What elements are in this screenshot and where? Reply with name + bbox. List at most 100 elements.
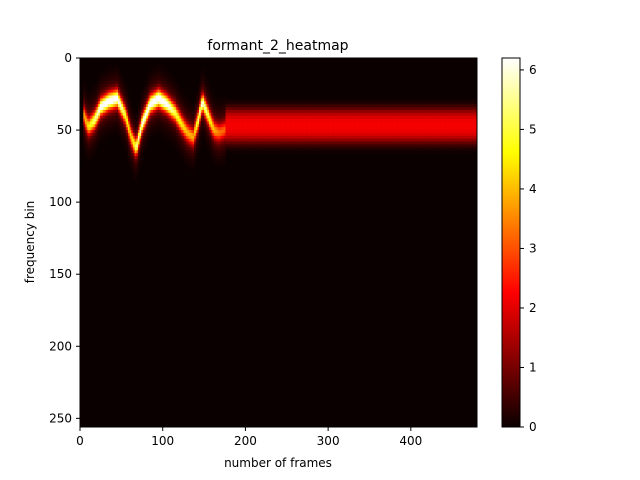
heatmap-cell	[253, 132, 256, 137]
heatmap-cell	[425, 130, 428, 134]
heatmap-cell	[352, 135, 355, 140]
heatmap-cell	[346, 124, 349, 128]
heatmap-cell	[194, 156, 197, 160]
heatmap-cell	[205, 98, 208, 102]
heatmap-cell	[99, 83, 102, 88]
heatmap-cell	[167, 109, 170, 114]
heatmap-cell	[164, 121, 167, 125]
heatmap-cell	[91, 104, 94, 108]
heatmap-cell	[103, 107, 106, 111]
heatmap-cell	[331, 127, 334, 131]
heatmap-cell	[154, 89, 157, 93]
heatmap-cell	[352, 124, 355, 128]
heatmap-cell	[124, 115, 127, 119]
heatmap-cell	[475, 98, 478, 102]
heatmap-cell	[362, 112, 365, 116]
heatmap-cell	[154, 83, 157, 88]
heatmap-cell	[339, 101, 342, 105]
heatmap-cell	[334, 115, 337, 119]
heatmap-cell	[433, 141, 436, 145]
heatmap-cell	[270, 138, 273, 142]
heatmap-cell	[132, 147, 135, 151]
heatmap-cell	[243, 118, 246, 122]
heatmap-cell	[144, 86, 147, 91]
heatmap-cell	[389, 127, 392, 131]
heatmap-cell	[430, 130, 433, 134]
heatmap-cell	[103, 95, 106, 99]
heatmap-cell	[91, 135, 94, 140]
heatmap-cell	[377, 109, 380, 114]
heatmap-cell	[159, 81, 162, 85]
heatmap-cell	[326, 121, 329, 125]
heatmap-cell	[137, 107, 140, 111]
heatmap-cell	[248, 107, 251, 111]
heatmap-cell	[250, 135, 253, 140]
heatmap-cell	[129, 153, 132, 157]
heatmap-cell	[450, 127, 453, 131]
heatmap-cell	[458, 118, 461, 122]
heatmap-cell	[473, 104, 476, 108]
heatmap-cell	[232, 127, 235, 131]
heatmap-cell	[301, 147, 304, 151]
heatmap-cell	[304, 115, 307, 119]
heatmap-cell	[257, 115, 259, 119]
heatmap-cell	[98, 81, 101, 85]
heatmap-cell	[177, 95, 180, 99]
heatmap-cell	[222, 104, 225, 108]
heatmap-cell	[435, 138, 438, 142]
heatmap-cell	[442, 107, 445, 111]
heatmap-cell	[399, 147, 402, 151]
heatmap-cell	[89, 132, 92, 137]
heatmap-cell	[144, 92, 147, 96]
heatmap-cell	[433, 138, 436, 142]
heatmap-cell	[199, 121, 202, 125]
heatmap-cell	[331, 101, 334, 105]
heatmap-cell	[303, 135, 306, 140]
heatmap-cell	[154, 98, 157, 102]
heatmap-cell	[190, 130, 193, 134]
heatmap-cell	[98, 78, 101, 82]
heatmap-cell	[326, 135, 329, 140]
heatmap-cell	[442, 104, 445, 108]
heatmap-cell	[296, 141, 299, 145]
heatmap-cell	[395, 115, 398, 119]
heatmap-cell	[88, 138, 91, 142]
heatmap-cell	[197, 144, 200, 148]
heatmap-cell	[300, 124, 302, 128]
heatmap-cell	[470, 107, 473, 111]
heatmap-cell	[472, 112, 474, 116]
heatmap-cell	[407, 101, 410, 105]
heatmap-cell	[111, 83, 114, 88]
heatmap-cell	[159, 95, 162, 99]
heatmap-cell	[190, 104, 193, 108]
heatmap-cell	[199, 101, 202, 105]
heatmap-cell	[247, 150, 250, 154]
heatmap-cell	[257, 132, 259, 137]
heatmap-cell	[217, 95, 220, 99]
heatmap-cell	[200, 81, 203, 85]
heatmap-cell	[109, 89, 112, 93]
heatmap-cell	[190, 167, 193, 171]
heatmap-cell	[357, 132, 360, 137]
heatmap-cell	[205, 109, 208, 114]
heatmap-cell	[410, 121, 413, 125]
heatmap-cell	[223, 98, 226, 102]
heatmap-cell	[381, 150, 384, 154]
heatmap-cell	[242, 147, 245, 151]
heatmap-cell	[141, 141, 144, 145]
heatmap-cell	[442, 115, 445, 119]
heatmap-cell	[166, 109, 168, 114]
heatmap-cell	[420, 104, 423, 108]
heatmap-cell	[324, 144, 327, 148]
heatmap-cell	[283, 132, 286, 137]
heatmap-cell	[361, 104, 364, 108]
heatmap-cell	[331, 144, 334, 148]
heatmap-cell	[467, 118, 470, 122]
heatmap-cell	[429, 132, 431, 137]
heatmap-cell	[467, 115, 470, 119]
heatmap-cell	[166, 89, 168, 93]
heatmap-cell	[205, 86, 208, 91]
heatmap-cell	[308, 130, 311, 134]
heatmap-cell	[152, 115, 155, 119]
heatmap-cell	[407, 104, 410, 108]
